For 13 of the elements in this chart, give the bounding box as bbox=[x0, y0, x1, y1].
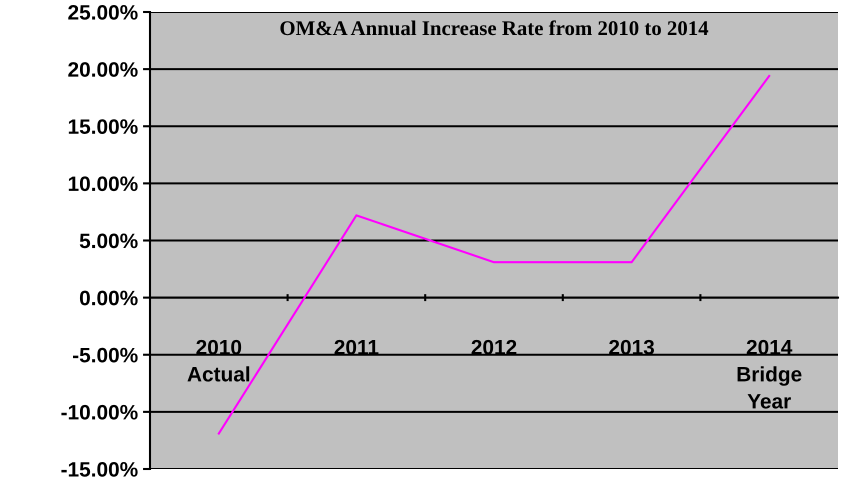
y-tick-label: 25.00% bbox=[68, 5, 138, 20]
y-tick-label: 20.00% bbox=[68, 62, 138, 77]
y-tick-label: 0.00% bbox=[80, 290, 138, 306]
x-tick-label: 2010 Actual bbox=[187, 340, 250, 382]
y-tick-label: 15.00% bbox=[68, 119, 138, 134]
x-tick-label: 2013 bbox=[609, 340, 654, 355]
y-tick-label: 5.00% bbox=[80, 234, 138, 248]
y-tick-label: -15.00% bbox=[61, 462, 138, 477]
y-tick-label: 10.00% bbox=[68, 176, 138, 192]
x-tick-label: 2014 Bridge Year bbox=[738, 340, 802, 409]
chart-title: OM&A Annual Increase Rate from 2010 to 2014 bbox=[280, 20, 708, 36]
y-tick-label: -5.00% bbox=[73, 348, 138, 363]
y-tick-label: -10.00% bbox=[61, 404, 138, 420]
